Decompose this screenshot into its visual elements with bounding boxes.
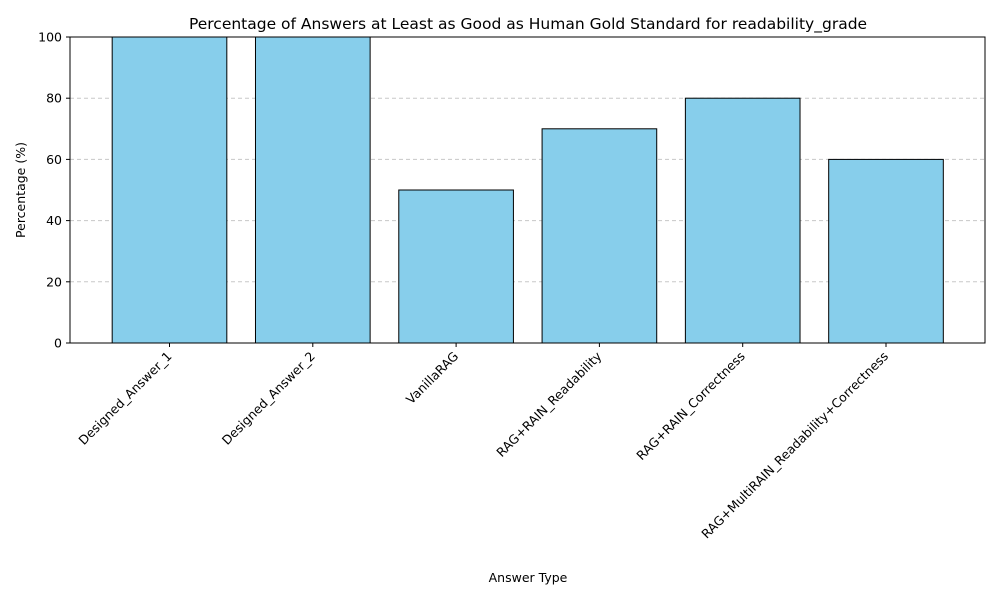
y-tick-label: 0 <box>54 336 62 351</box>
chart-title: Percentage of Answers at Least as Good a… <box>189 15 867 34</box>
y-tick-label: 80 <box>46 91 62 106</box>
bar <box>541 128 658 344</box>
bar <box>684 97 801 344</box>
x-tick-label: Designed_Answer_1 <box>75 349 174 448</box>
y-tick-label: 40 <box>46 213 62 228</box>
x-tick-label: Designed_Answer_2 <box>219 349 318 448</box>
y-tick-label: 20 <box>46 274 62 289</box>
plot-frame <box>69 36 986 344</box>
x-tick-label: RAG+RAIN_Readability <box>493 348 605 460</box>
y-axis-label: Percentage (%) <box>13 142 28 238</box>
x-axis-label: Answer Type <box>489 570 568 585</box>
grid-lines <box>70 97 985 283</box>
bar <box>398 189 514 344</box>
bar <box>111 36 228 344</box>
y-axis-ticks: 0 20 40 60 80 100 <box>38 30 70 351</box>
y-tick-label: 60 <box>46 152 62 167</box>
x-axis-ticks: Designed_Answer_1 Designed_Answer_2 Vanill… <box>75 343 891 541</box>
x-tick-label: VanillaRAG <box>403 349 461 407</box>
bar <box>254 36 371 344</box>
x-tick-label: RAG+RAIN_Correctness <box>633 349 748 464</box>
bar <box>828 158 944 344</box>
bars <box>111 36 944 344</box>
y-tick-label: 100 <box>38 30 62 45</box>
